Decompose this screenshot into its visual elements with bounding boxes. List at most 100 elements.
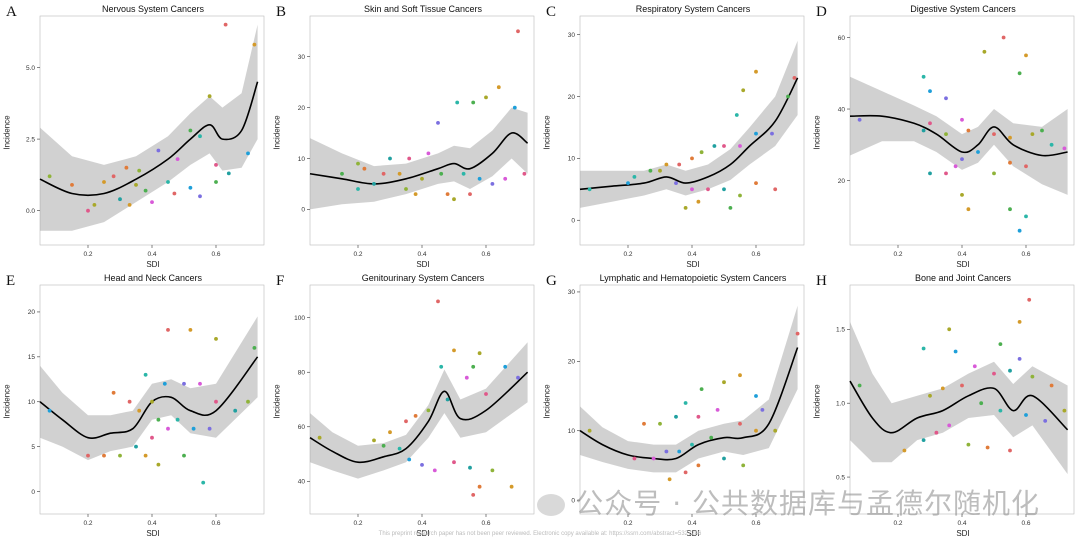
data-point bbox=[436, 121, 440, 125]
data-point bbox=[1049, 383, 1054, 388]
data-point bbox=[1030, 132, 1035, 137]
data-point bbox=[471, 493, 476, 497]
data-point bbox=[1024, 214, 1028, 219]
data-point bbox=[953, 349, 958, 354]
panel-letter: C bbox=[546, 4, 557, 20]
data-point bbox=[388, 430, 392, 435]
data-point bbox=[921, 438, 926, 442]
x-axis-label: SDI bbox=[146, 260, 160, 269]
data-point bbox=[172, 191, 177, 196]
y-tick-label: 20 bbox=[838, 178, 846, 185]
data-point bbox=[738, 193, 742, 198]
y-axis-label: Incidence bbox=[2, 115, 12, 150]
panel-plot: 0.2 0.4 0.6 0 5 10 15 20 bbox=[28, 284, 265, 527]
preprint-footer: This preprint research paper has not bee… bbox=[378, 531, 702, 537]
data-point bbox=[490, 182, 495, 186]
data-point bbox=[1001, 35, 1006, 40]
data-point bbox=[1008, 160, 1012, 165]
y-tick-label: 10 bbox=[28, 399, 36, 406]
data-point bbox=[175, 417, 180, 422]
y-tick-label: 30 bbox=[568, 289, 576, 296]
y-tick-label: 60 bbox=[298, 424, 306, 431]
data-point bbox=[182, 453, 186, 458]
data-point bbox=[490, 468, 495, 473]
x-tick-label: 0.4 bbox=[687, 520, 696, 527]
x-tick-label: 0.6 bbox=[751, 251, 760, 258]
y-tick-label: 5 bbox=[31, 444, 35, 451]
data-point bbox=[734, 113, 739, 117]
data-point bbox=[150, 435, 154, 440]
x-tick-label: 0.4 bbox=[417, 520, 426, 527]
y-axis-label: Incidence bbox=[542, 115, 552, 150]
panel-letter: B bbox=[276, 4, 287, 20]
confidence-band bbox=[40, 24, 258, 231]
plot-area bbox=[309, 284, 535, 515]
data-point bbox=[233, 408, 238, 413]
data-point bbox=[786, 94, 790, 99]
data-point bbox=[953, 164, 958, 169]
data-point bbox=[1040, 128, 1044, 133]
data-point bbox=[706, 187, 710, 192]
data-point bbox=[944, 96, 948, 101]
data-point bbox=[677, 162, 682, 167]
data-point bbox=[420, 176, 424, 181]
data-point bbox=[683, 401, 688, 405]
data-point bbox=[137, 168, 142, 173]
y-tick-label: 15 bbox=[28, 354, 36, 361]
data-point bbox=[928, 171, 932, 176]
y-tick-label: 10 bbox=[298, 156, 306, 163]
panel-d: 0.2 0.4 0.6 20 40 60 D Digestive System Cancers… bbox=[810, 0, 1080, 269]
x-axis-label: SDI bbox=[416, 529, 430, 538]
data-point bbox=[940, 386, 945, 391]
data-point bbox=[484, 95, 488, 100]
data-point bbox=[976, 150, 980, 154]
data-point bbox=[928, 121, 932, 126]
data-point bbox=[127, 203, 132, 207]
y-axis-label: Incidence bbox=[542, 384, 552, 419]
data-point bbox=[484, 392, 488, 396]
data-point bbox=[992, 371, 996, 376]
panel-title: Genitourinary System Cancers bbox=[361, 273, 485, 283]
x-tick-label: 0.6 bbox=[1021, 251, 1030, 258]
panel-letter: G bbox=[546, 273, 557, 289]
data-point bbox=[362, 166, 367, 171]
data-point bbox=[381, 443, 386, 448]
confidence-band bbox=[40, 316, 258, 461]
data-point bbox=[356, 187, 360, 191]
y-axis-label: Incidence bbox=[812, 384, 822, 419]
data-point bbox=[921, 346, 926, 351]
x-axis-label: SDI bbox=[686, 529, 700, 538]
data-point bbox=[477, 484, 482, 489]
confidence-band bbox=[850, 321, 1068, 475]
data-point bbox=[944, 171, 948, 176]
data-point bbox=[738, 144, 742, 148]
panel-c: 0.2 0.4 0.6 0 10 20 30 C Respiratory System Canc… bbox=[540, 0, 810, 269]
data-point bbox=[404, 187, 408, 191]
data-point bbox=[966, 442, 971, 447]
panel-plot: 0.2 0.4 0.6 0.0 2.5 5.0 bbox=[26, 15, 265, 258]
data-point bbox=[512, 105, 517, 110]
data-point bbox=[118, 453, 122, 458]
data-point bbox=[1008, 448, 1012, 453]
confidence-band bbox=[580, 40, 798, 208]
data-point bbox=[468, 465, 472, 470]
x-axis-label: SDI bbox=[416, 260, 430, 269]
data-point bbox=[471, 364, 476, 369]
panel-plot: 0.2 0.4 0.6 0 10 20 30 bbox=[298, 15, 535, 258]
x-tick-label: 0.4 bbox=[957, 251, 966, 258]
data-point bbox=[214, 337, 218, 341]
data-point bbox=[857, 117, 862, 122]
x-axis-label: SDI bbox=[956, 260, 970, 269]
x-tick-label: 0.2 bbox=[623, 251, 632, 258]
data-point bbox=[1062, 146, 1067, 151]
data-point bbox=[156, 148, 161, 153]
data-point bbox=[432, 468, 437, 473]
y-tick-label: 80 bbox=[298, 370, 306, 377]
data-point bbox=[699, 387, 704, 391]
data-point bbox=[388, 156, 392, 161]
data-point bbox=[857, 383, 862, 388]
data-point bbox=[223, 22, 228, 27]
data-point bbox=[677, 449, 682, 454]
data-point bbox=[754, 181, 758, 186]
data-point bbox=[156, 462, 161, 467]
